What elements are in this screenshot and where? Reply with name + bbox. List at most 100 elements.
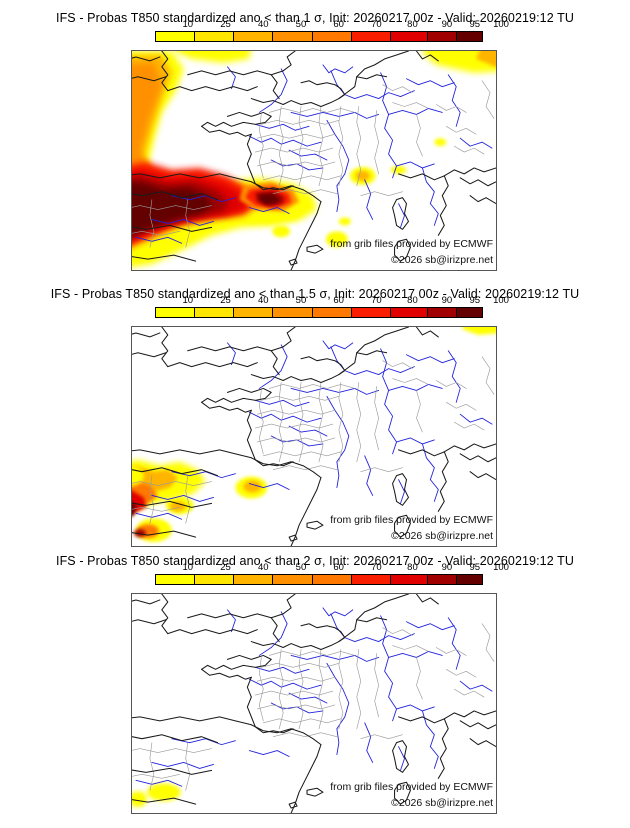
colorbar-tick: 100 bbox=[493, 562, 509, 573]
colorbar-tick: 60 bbox=[333, 295, 344, 306]
colorbar-segment bbox=[156, 32, 196, 41]
colorbar-tick: 50 bbox=[295, 562, 307, 573]
colorbar-tick: 80 bbox=[407, 295, 418, 306]
colorbar-bar bbox=[155, 307, 483, 318]
panel-title: IFS - Probas T850 standardized ano < tha… bbox=[56, 554, 574, 568]
map-stage bbox=[132, 51, 496, 270]
colorbar: 10 25 40 50 60 70 80 90 95 100 bbox=[155, 295, 509, 318]
colorbar-segment bbox=[351, 308, 391, 317]
colorbar-tick: 40 bbox=[257, 562, 269, 573]
colorbar-segment bbox=[195, 32, 235, 41]
probability-field bbox=[132, 783, 181, 808]
colorbar-segment bbox=[351, 32, 391, 41]
colorbar-tick: 10 bbox=[182, 19, 194, 30]
coastlines-layer bbox=[132, 327, 496, 546]
map-frame[interactable]: from grib files provided by ECMWF ©2026 … bbox=[131, 326, 497, 547]
colorbar-segment bbox=[390, 308, 428, 317]
geography-overlay bbox=[132, 51, 496, 270]
colorbar-segment bbox=[427, 308, 457, 317]
colorbar-tick: 90 bbox=[441, 19, 453, 30]
panel-2sigma: IFS - Probas T850 standardized ano < tha… bbox=[0, 543, 630, 828]
colorbar-tick: 90 bbox=[441, 295, 453, 306]
colorbar-bar bbox=[155, 574, 483, 585]
colorbar-ticks: 10 25 40 50 60 70 80 90 95 100 bbox=[155, 295, 509, 307]
colorbar-tick: 25 bbox=[220, 19, 231, 30]
colorbar-segment bbox=[390, 575, 428, 584]
copyright-label: ©2026 sb@irizpre.net bbox=[391, 530, 493, 542]
map-stage bbox=[132, 594, 496, 813]
admin-borders-layer bbox=[132, 623, 495, 791]
colorbar-segment bbox=[195, 575, 235, 584]
panel-1p5sigma: IFS - Probas T850 standardized ano < tha… bbox=[0, 276, 630, 547]
colorbar-tick: 80 bbox=[407, 19, 418, 30]
colorbar-tick: 50 bbox=[295, 295, 307, 306]
colorbar-segment bbox=[234, 308, 274, 317]
colorbar-bar bbox=[155, 31, 483, 42]
panel-title: IFS - Probas T850 standardized ano < tha… bbox=[56, 11, 574, 25]
colorbar-tick: 60 bbox=[333, 562, 344, 573]
colorbar: 10 25 40 50 60 70 80 90 95 100 bbox=[155, 19, 509, 42]
colorbar-segment bbox=[273, 308, 313, 317]
colorbar-ticks: 10 25 40 50 60 70 80 90 95 100 bbox=[155, 562, 509, 574]
panel-1sigma: IFS - Probas T850 standardized ano < tha… bbox=[0, 0, 630, 276]
colorbar-segment bbox=[427, 575, 457, 584]
colorbar-segment bbox=[312, 575, 352, 584]
colorbar-segment bbox=[390, 32, 428, 41]
colorbar-segment bbox=[312, 308, 352, 317]
colorbar-segment bbox=[156, 575, 196, 584]
geography-overlay bbox=[132, 594, 496, 813]
colorbar-ticks: 10 25 40 50 60 70 80 90 95 100 bbox=[155, 19, 509, 31]
colorbar-tick: 60 bbox=[333, 19, 344, 30]
map-stage bbox=[132, 327, 496, 546]
colorbar-tick: 10 bbox=[182, 295, 194, 306]
colorbar-segment bbox=[456, 308, 482, 317]
colorbar-tick: 70 bbox=[371, 19, 382, 30]
colorbar-segment bbox=[427, 32, 457, 41]
rivers-layer bbox=[135, 607, 493, 787]
colorbar-segment bbox=[273, 32, 313, 41]
colorbar-tick: 95 bbox=[469, 19, 481, 30]
geography-overlay bbox=[132, 327, 496, 546]
colorbar-tick: 80 bbox=[407, 562, 418, 573]
colorbar-tick: 10 bbox=[182, 562, 194, 573]
colorbar-segment bbox=[456, 575, 482, 584]
map-frame[interactable]: from grib files provided by ECMWF ©2026 … bbox=[131, 50, 497, 271]
colorbar-tick: 70 bbox=[371, 295, 382, 306]
colorbar-segment bbox=[156, 308, 196, 317]
colorbar-segment bbox=[234, 32, 274, 41]
ecmwf-credit: from grib files provided by ECMWF bbox=[330, 514, 493, 526]
panel-title: IFS - Probas T850 standardized ano < tha… bbox=[50, 287, 580, 301]
colorbar-tick: 40 bbox=[257, 19, 269, 30]
colorbar-tick: 95 bbox=[469, 562, 481, 573]
colorbar-tick: 40 bbox=[257, 295, 269, 306]
colorbar-tick: 70 bbox=[371, 562, 382, 573]
colorbar: 10 25 40 50 60 70 80 90 95 100 bbox=[155, 562, 509, 585]
colorbar-tick: 25 bbox=[220, 562, 231, 573]
colorbar-segment bbox=[273, 575, 313, 584]
colorbar-tick: 50 bbox=[295, 19, 307, 30]
admin-borders-layer bbox=[132, 80, 495, 248]
colorbar-segment bbox=[234, 575, 274, 584]
map-canvas bbox=[132, 594, 496, 813]
colorbar-tick: 100 bbox=[493, 295, 509, 306]
coastlines-layer bbox=[132, 594, 496, 813]
colorbar-segment bbox=[195, 308, 235, 317]
copyright-label: ©2026 sb@irizpre.net bbox=[391, 254, 493, 266]
coastlines-layer bbox=[132, 51, 496, 270]
copyright-label: ©2026 sb@irizpre.net bbox=[391, 797, 493, 809]
colorbar-segment bbox=[312, 32, 352, 41]
map-canvas bbox=[132, 51, 496, 270]
rivers-layer bbox=[135, 64, 493, 244]
colorbar-tick: 95 bbox=[469, 295, 481, 306]
ecmwf-credit: from grib files provided by ECMWF bbox=[330, 238, 493, 250]
colorbar-tick: 90 bbox=[441, 562, 453, 573]
colorbar-tick: 100 bbox=[493, 19, 509, 30]
colorbar-tick: 25 bbox=[220, 295, 231, 306]
colorbar-segment bbox=[351, 575, 391, 584]
ecmwf-credit: from grib files provided by ECMWF bbox=[330, 781, 493, 793]
map-frame[interactable]: from grib files provided by ECMWF ©2026 … bbox=[131, 593, 497, 814]
admin-borders-layer bbox=[132, 356, 495, 524]
map-canvas bbox=[132, 327, 496, 546]
colorbar-segment bbox=[456, 32, 482, 41]
